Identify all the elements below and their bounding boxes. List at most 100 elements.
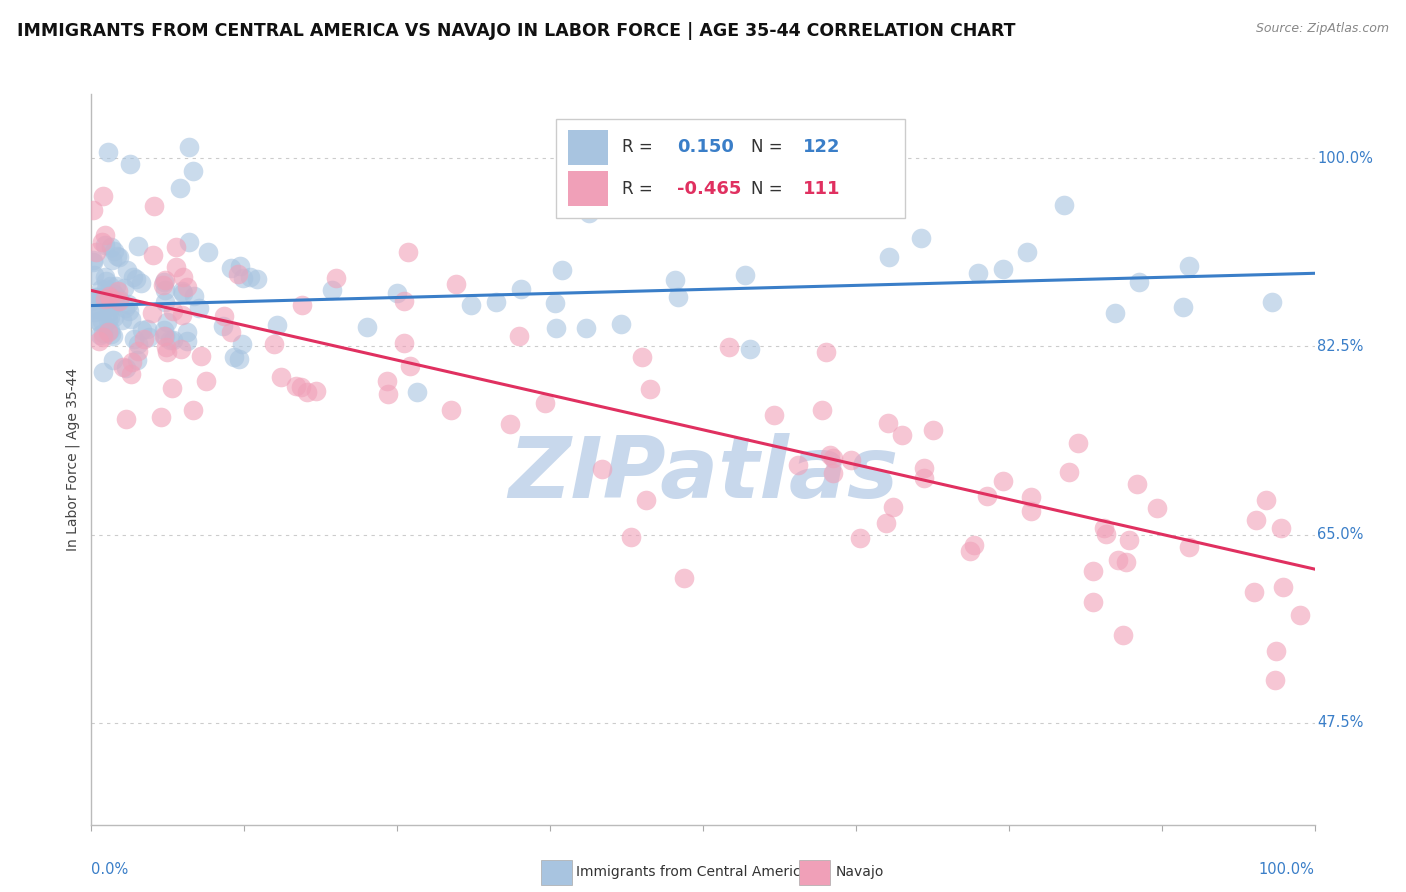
Point [664, 272, 686, 286]
Point [232, 271, 254, 285]
Point [183, 289, 205, 303]
Point [127, 239, 149, 253]
Point [86, 290, 108, 304]
Point [97, 313, 120, 327]
Point [94, 228, 117, 243]
Point [821, 450, 844, 465]
Point [1118, 533, 1140, 547]
Point [103, 286, 125, 301]
Point [295, 385, 318, 400]
Point [93, 238, 115, 252]
Point [136, 322, 159, 336]
Point [1264, 643, 1286, 657]
Point [396, 245, 419, 260]
Point [197, 244, 219, 259]
Point [120, 312, 142, 326]
Point [591, 461, 613, 475]
Point [290, 380, 312, 394]
Point [97, 289, 120, 303]
Point [141, 305, 163, 319]
Point [551, 262, 574, 277]
Point [634, 492, 657, 507]
Point [1095, 526, 1118, 541]
Text: N =: N = [751, 180, 787, 198]
Point [1092, 520, 1115, 534]
Point [231, 336, 253, 351]
Point [1015, 244, 1038, 259]
Point [100, 326, 122, 341]
Point [605, 140, 627, 154]
Point [666, 290, 689, 304]
Text: 100.0%: 100.0% [1317, 151, 1372, 166]
Point [1126, 476, 1149, 491]
Text: 0.150: 0.150 [678, 138, 734, 156]
Point [1264, 673, 1286, 687]
Point [170, 342, 193, 356]
FancyBboxPatch shape [557, 120, 905, 218]
Point [181, 402, 204, 417]
Point [1261, 295, 1284, 310]
Point [170, 285, 193, 299]
Point [176, 280, 198, 294]
Point [87, 334, 110, 348]
Point [246, 272, 269, 286]
Point [98, 279, 121, 293]
Point [165, 260, 187, 274]
Point [849, 531, 872, 545]
Point [1244, 513, 1267, 527]
Point [115, 360, 138, 375]
Point [321, 284, 343, 298]
Point [98, 305, 121, 319]
Point [172, 270, 194, 285]
Point [1289, 608, 1312, 623]
Point [91, 188, 114, 202]
Point [444, 277, 467, 291]
Point [153, 329, 176, 343]
Point [270, 369, 292, 384]
Point [152, 323, 174, 337]
Point [82, 255, 104, 269]
Point [763, 408, 786, 422]
Text: IMMIGRANTS FROM CENTRAL AMERICA VS NAVAJO IN LABOR FORCE | AGE 35-44 CORRELATION: IMMIGRANTS FROM CENTRAL AMERICA VS NAVAJ… [17, 22, 1015, 40]
Point [1107, 552, 1129, 566]
Point [89, 315, 111, 329]
Point [305, 384, 328, 398]
Point [672, 570, 695, 584]
Point [153, 329, 176, 343]
Point [485, 294, 508, 309]
Point [142, 199, 165, 213]
Point [891, 428, 914, 442]
Point [1019, 504, 1042, 518]
Point [738, 342, 761, 356]
Point [821, 466, 844, 480]
Point [129, 276, 152, 290]
Point [222, 350, 245, 364]
Point [94, 294, 117, 309]
Point [284, 379, 307, 393]
Point [153, 295, 176, 310]
Point [1146, 500, 1168, 515]
Point [94, 274, 117, 288]
Point [87, 301, 110, 316]
Text: 82.5%: 82.5% [1317, 339, 1364, 354]
Point [104, 295, 127, 310]
Point [291, 297, 314, 311]
Point [83, 268, 105, 282]
Point [575, 320, 598, 334]
Text: 0.0%: 0.0% [91, 862, 128, 877]
Point [107, 285, 129, 299]
Point [127, 344, 149, 359]
Point [84, 290, 107, 304]
Point [121, 354, 143, 368]
Point [460, 298, 482, 312]
Point [131, 323, 153, 337]
Point [877, 250, 900, 264]
Point [101, 252, 124, 267]
FancyBboxPatch shape [568, 171, 607, 206]
Point [499, 417, 522, 431]
Point [108, 293, 131, 308]
Point [1059, 466, 1081, 480]
Text: Source: ZipAtlas.com: Source: ZipAtlas.com [1256, 22, 1389, 36]
Point [1177, 259, 1199, 273]
Point [115, 411, 138, 425]
